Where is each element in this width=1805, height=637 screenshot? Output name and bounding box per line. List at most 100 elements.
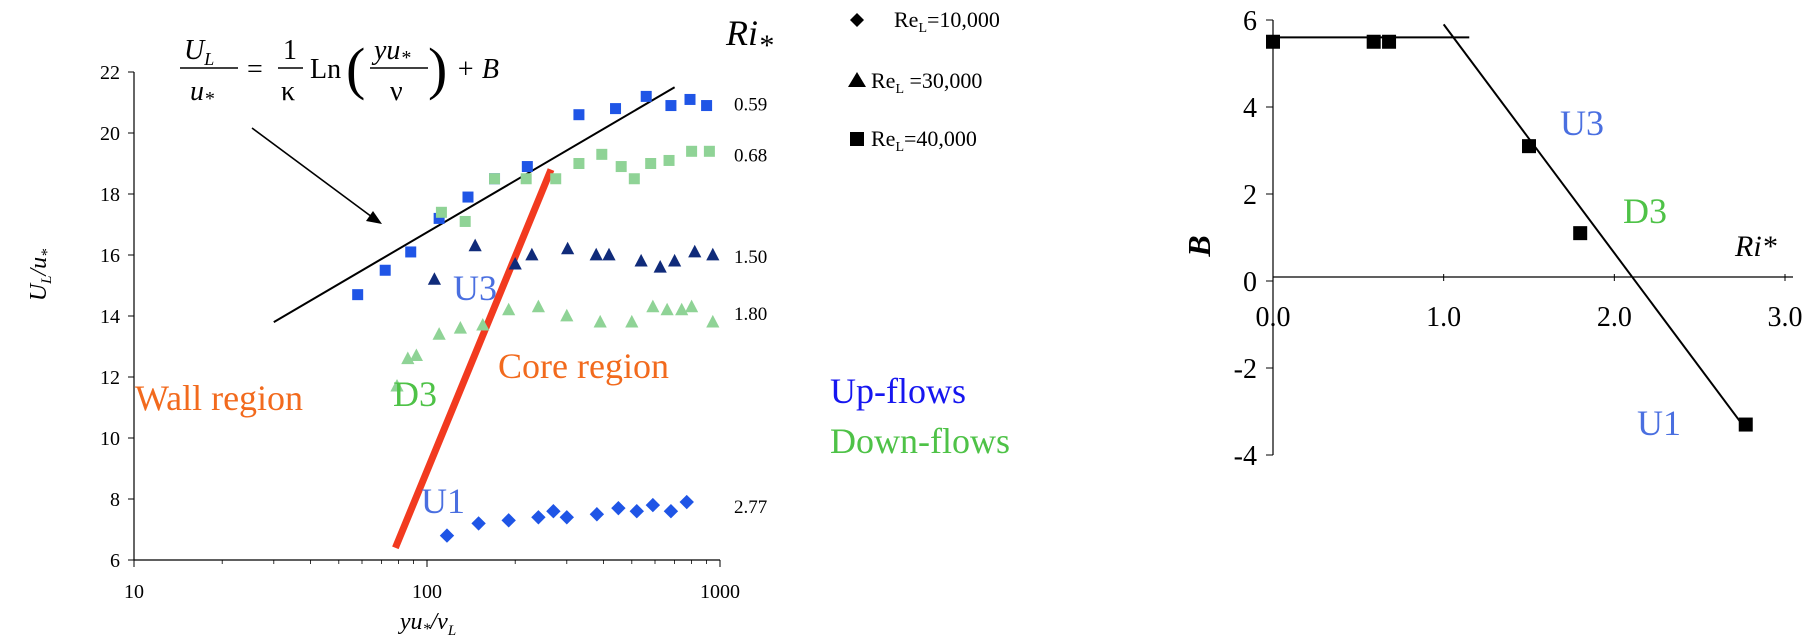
right-points: [1266, 34, 1753, 432]
b-data-point: [1738, 417, 1753, 432]
right-y-axis-label: B: [1181, 235, 1217, 257]
ri-value-label: 2.77: [734, 497, 767, 518]
right-y-tick-label: 0: [1243, 267, 1257, 298]
eq-paren-right: ): [428, 36, 447, 101]
data-point-ri-0-59: [433, 212, 445, 224]
data-point-ri-1-80: [625, 314, 639, 328]
left-y-tick-label: 6: [110, 550, 120, 572]
right-x-tick-label: 3.0: [1768, 302, 1803, 333]
ri-values: 0.59 0.68 1.50 1.80 2.77: [734, 95, 767, 519]
eq-lhs-den-sub: *: [204, 88, 214, 110]
data-point-ri-2-77: [531, 510, 546, 525]
up-flows-label: Up-flows: [830, 371, 966, 411]
data-point-ri-1-80: [593, 314, 607, 328]
right-x-tick-label: 2.0: [1597, 302, 1632, 333]
data-point-ri-0-68: [550, 173, 562, 185]
data-point-ri-1-80: [390, 378, 404, 392]
left-xlabel-sub2: L: [447, 623, 456, 637]
right-x-ticks: 0.0 1.0 2.0 3.0: [1256, 274, 1803, 333]
left-y-axis-label: UL/u*: [26, 249, 56, 301]
data-point-ri-0-68: [615, 161, 627, 173]
right-y-tick-label: 2: [1243, 180, 1257, 211]
data-point-ri-2-77: [439, 528, 455, 543]
left-y-ticks: 6 8 10 12 14 16 18 20 22: [100, 62, 134, 572]
legend-square-marker: [850, 132, 864, 146]
wall-region-label: Wall region: [135, 378, 303, 418]
data-point-ri-1-50: [706, 247, 720, 261]
legend-sub-2: L: [895, 82, 904, 97]
right-y-tick-label: 4: [1243, 93, 1257, 124]
right-y-tick-label: -4: [1234, 441, 1257, 472]
data-point-ri-2-77: [471, 516, 486, 531]
right-lines: [1273, 23, 1744, 426]
data-point-ri-0-59: [521, 161, 533, 173]
ri-value-label: 0.59: [734, 95, 767, 116]
right-x-axis-label: Ri*: [1734, 230, 1777, 263]
data-point-ri-2-77: [629, 504, 644, 519]
right-x-tick-label: 0.0: [1256, 302, 1291, 333]
data-point-ri-1-80: [660, 302, 674, 316]
data-point-ri-2-77: [501, 513, 516, 528]
left-x-tick-label: 10: [124, 581, 144, 603]
ri-header-sub: *: [758, 29, 773, 62]
left-x-minor-ticks: [221, 560, 707, 564]
left-y-tick-label: 18: [100, 184, 120, 206]
data-point-ri-1-50: [688, 244, 702, 258]
data-point-ri-1-80: [432, 327, 446, 340]
b-data-point: [1522, 139, 1536, 154]
left-lines: [273, 86, 676, 550]
data-point-ri-0-68: [520, 173, 532, 185]
legend-item-30000: ReL =30,000: [848, 68, 982, 97]
label-u1-right: U1: [1637, 403, 1681, 443]
data-point-ri-1-80: [409, 348, 423, 362]
data-point-ri-0-68: [596, 148, 608, 160]
legend-item-10000: ReL=10,000: [850, 7, 1000, 36]
eq-arg-num-sub: *: [400, 47, 410, 69]
left-y-tick-label: 12: [100, 367, 120, 389]
b-data-point: [1573, 226, 1588, 241]
data-point-ri-0-68: [459, 215, 471, 227]
data-point-ri-0-59: [379, 264, 391, 276]
data-point-ri-0-59: [701, 100, 713, 112]
b-data-point: [1382, 34, 1397, 49]
data-point-ri-1-50: [525, 247, 539, 261]
legend-sub-1: L: [918, 21, 927, 36]
eq-equals: =: [247, 54, 263, 85]
data-point-ri-0-59: [610, 103, 622, 115]
data-point-ri-0-59: [665, 100, 677, 112]
eq-lhs-num: UL: [184, 35, 214, 69]
data-point-ri-1-80: [453, 321, 467, 334]
eq-arg-den: ν: [390, 76, 403, 107]
data-point-ri-1-80: [560, 308, 574, 322]
data-point-ri-0-59: [405, 246, 417, 258]
left-ylabel-sub2: *: [39, 249, 56, 257]
data-point-ri-0-68: [628, 173, 640, 185]
data-point-ri-0-59: [640, 90, 652, 102]
data-point-ri-1-50: [468, 238, 482, 252]
eq-lhs-num-sub: L: [203, 49, 214, 69]
left-ylabel-rest: /u: [26, 257, 52, 278]
right-y-tick-label: -2: [1234, 354, 1257, 385]
down-flows-label: Down-flows: [830, 421, 1010, 461]
decline-line: [1442, 23, 1744, 426]
equation-arrow: [251, 127, 382, 224]
data-point-ri-1-80: [476, 317, 490, 331]
data-point-ri-0-68: [573, 158, 585, 169]
data-point-ri-1-80: [646, 299, 660, 313]
ri-value-label: 1.50: [734, 247, 767, 268]
left-xlabel-rest: /ν: [428, 609, 448, 635]
data-point-ri-2-77: [679, 494, 694, 510]
legend-label-2: ReL =30,000: [871, 68, 982, 97]
left-y-tick-label: 22: [100, 62, 120, 84]
left-x-ticks: 10 100 1000: [124, 560, 740, 603]
legend-diamond-marker: [850, 13, 864, 27]
legend-value-1: =10,000: [927, 7, 1000, 32]
legend-sub-3: L: [895, 140, 904, 155]
data-point-ri-1-50: [508, 256, 522, 270]
eq-coef-den: κ: [281, 76, 295, 107]
data-point-ri-1-80: [675, 302, 689, 316]
left-y-tick-label: 20: [100, 123, 120, 145]
left-x-axis-label: yu*/νL: [398, 609, 456, 637]
